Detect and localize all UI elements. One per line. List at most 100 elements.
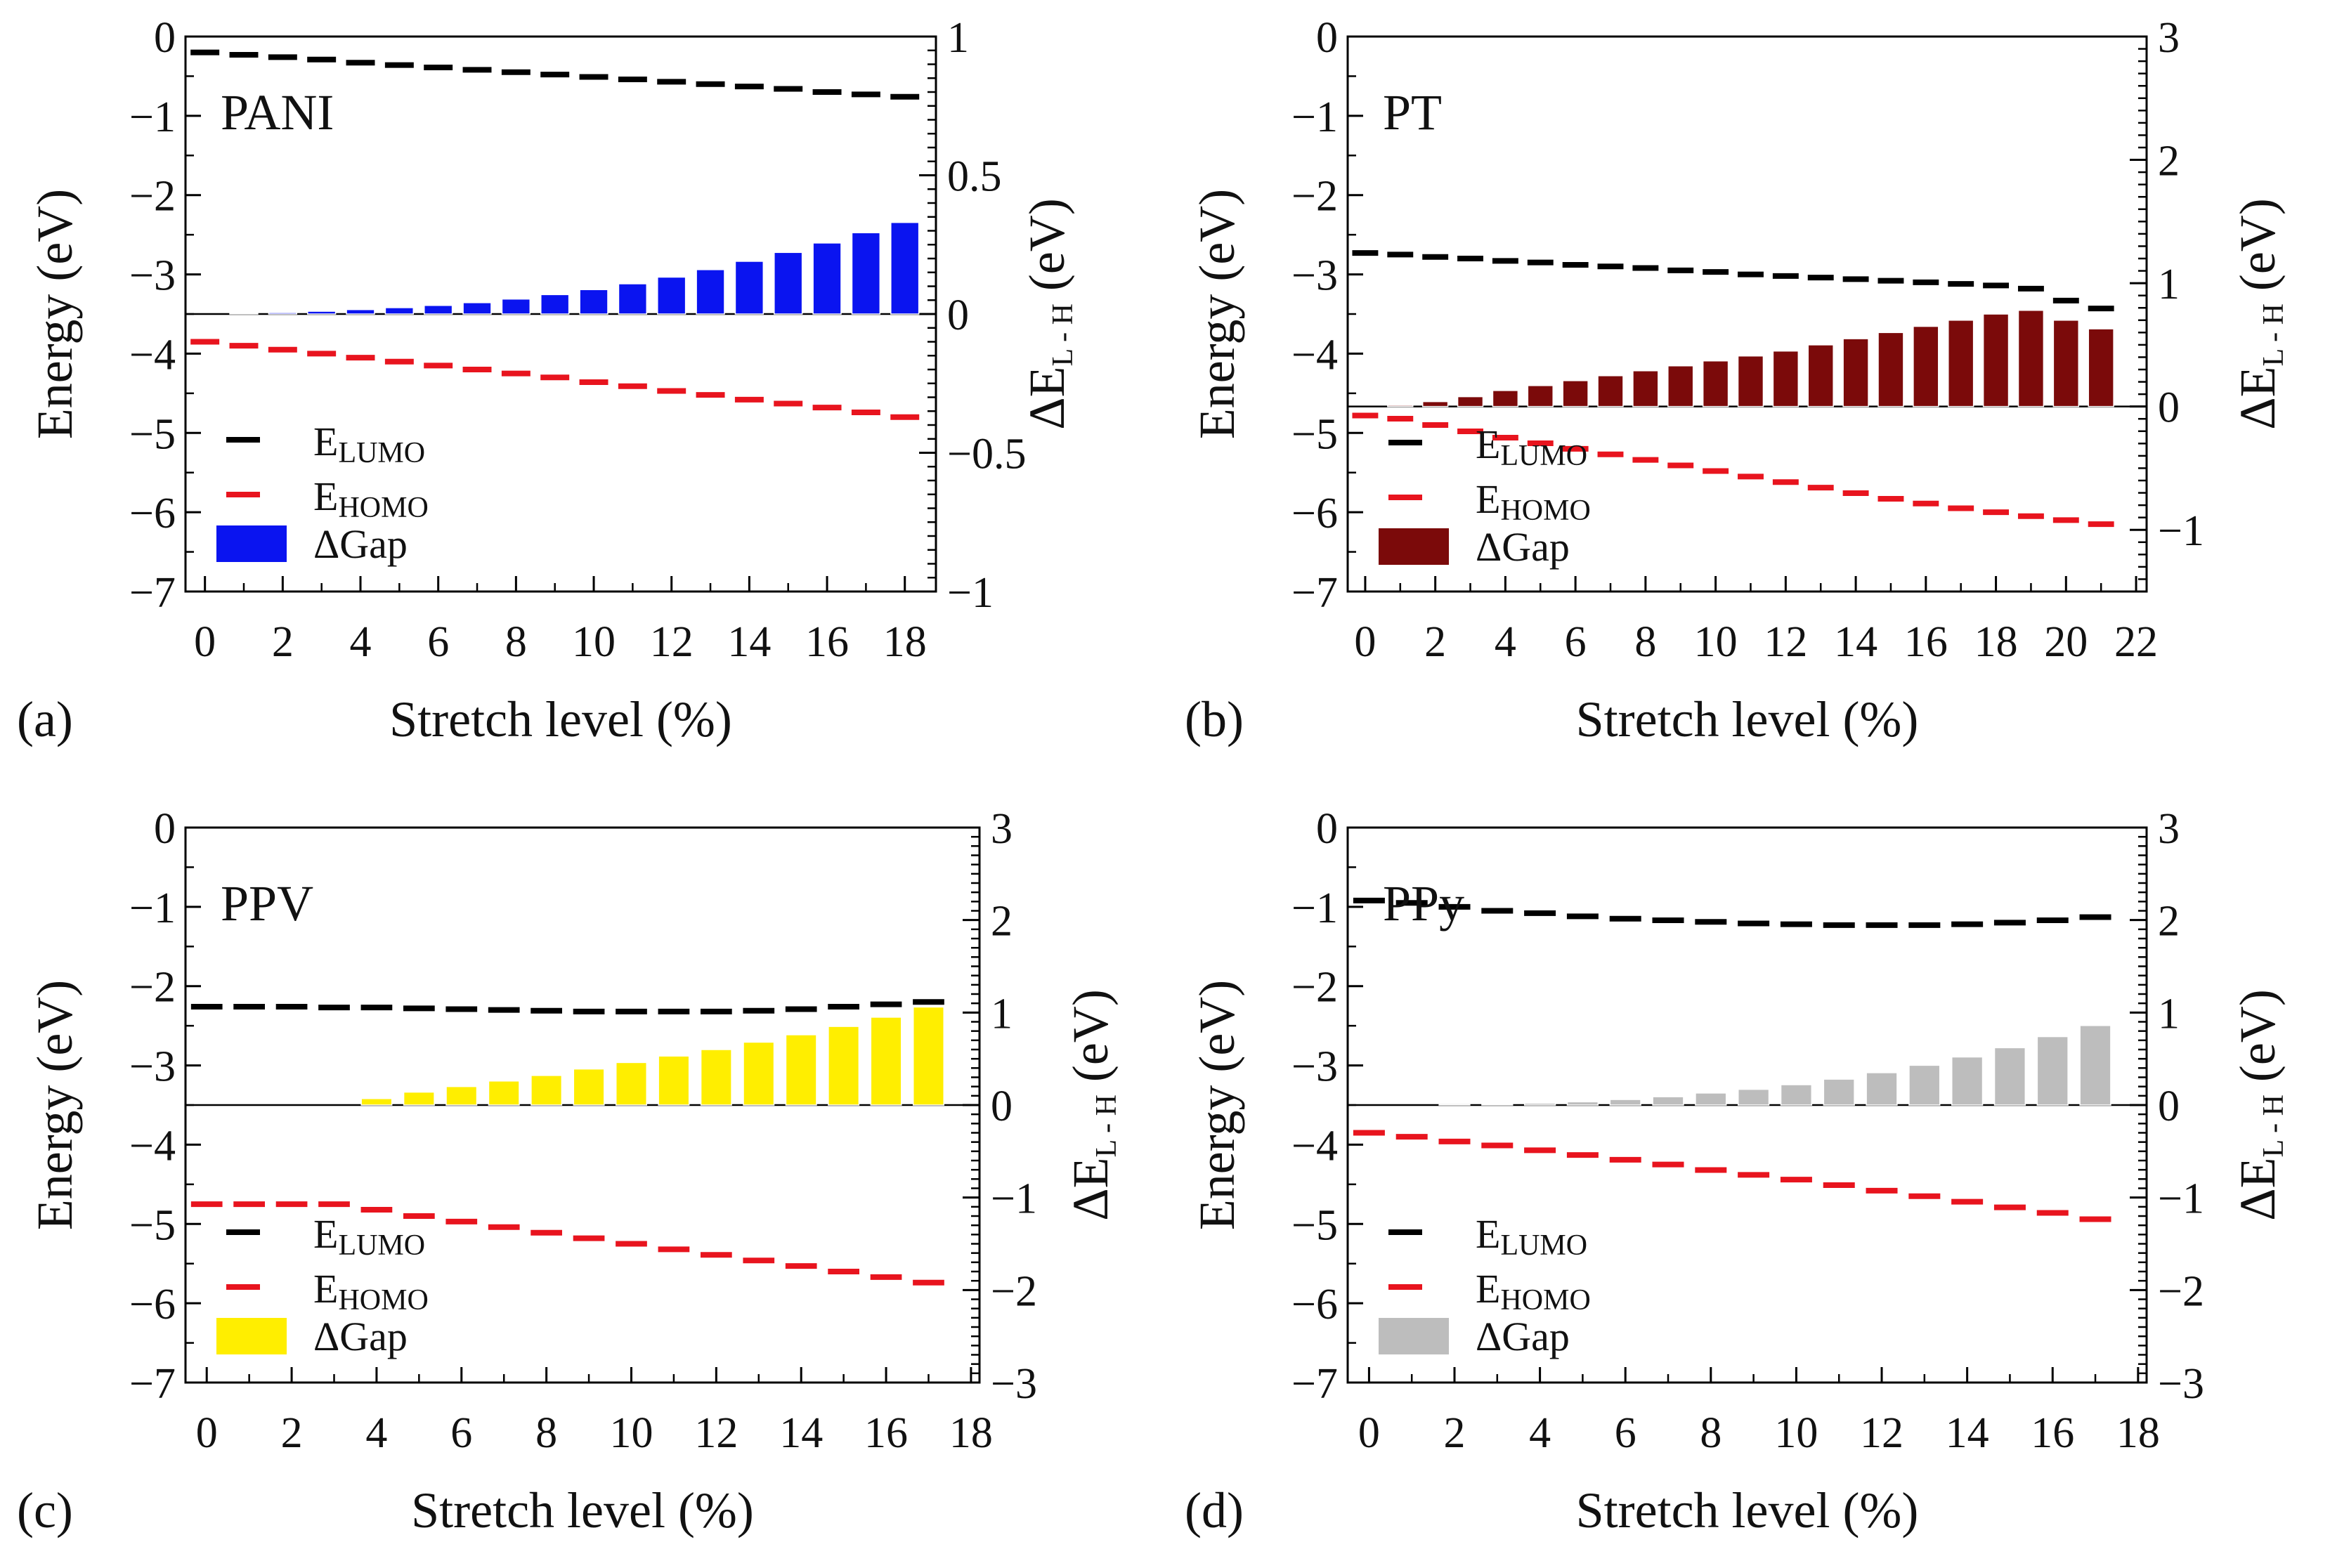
- gap-bar: [785, 1034, 817, 1106]
- y2-tick-label: 2: [2158, 898, 2180, 946]
- legend-gap-swatch: [1379, 528, 1449, 565]
- x-tick-label: 2: [1424, 618, 1446, 666]
- x-tick-label: 0: [196, 1409, 218, 1457]
- x-tick-label: 2: [281, 1409, 303, 1457]
- gap-bar: [1913, 325, 1939, 407]
- x-tick-label: 18: [1974, 618, 2018, 666]
- x-tick-label: 10: [572, 618, 616, 666]
- gap-bar: [2079, 1025, 2111, 1106]
- y2-tick-label: 3: [991, 805, 1013, 853]
- x-axis-title: Stretch level (%): [1576, 691, 1919, 747]
- x-tick-label: 18: [883, 618, 927, 666]
- gap-bar: [1780, 1084, 1813, 1106]
- legend-lumo-label: ELUMO: [313, 419, 425, 469]
- x-tick-label: 16: [805, 618, 849, 666]
- x-tick-label: 4: [365, 1409, 387, 1457]
- gap-bar: [1951, 1056, 1984, 1106]
- x-axis-title: Stretch level (%): [389, 691, 732, 747]
- gap-bar: [1993, 1047, 2026, 1106]
- gap-bar: [1527, 385, 1554, 407]
- y2-tick-label: 0: [2158, 384, 2180, 432]
- material-label: PANI: [221, 84, 334, 141]
- gap-bar: [828, 1026, 860, 1106]
- y-tick-label: −6: [1291, 490, 1338, 537]
- legend-homo-sub: HOMO: [1500, 1284, 1590, 1317]
- homo-series: [1352, 412, 2114, 528]
- y-tick-label: −4: [129, 331, 176, 379]
- y2-tick-label: −3: [991, 1360, 1037, 1408]
- y2-tick-label: −1: [947, 569, 994, 617]
- legend-lumo-sub: LUMO: [1500, 440, 1587, 472]
- y2-tick-label: 3: [2158, 805, 2180, 853]
- x-tick-label: 0: [1358, 1409, 1380, 1457]
- y-tick-label: −2: [1291, 173, 1338, 221]
- lumo-series: [190, 999, 944, 1014]
- y2-tick-label: 1: [947, 14, 969, 62]
- gap-bar: [1877, 332, 1904, 407]
- x-tick-label: 6: [1615, 1409, 1636, 1457]
- y-axis-title: Energy (eV): [27, 980, 83, 1231]
- y2-title-sub: L - H: [2258, 1095, 2290, 1157]
- gap-bar: [1908, 1064, 1941, 1106]
- gap-bar: [1842, 338, 1869, 407]
- legend-lumo-label: ELUMO: [313, 1211, 425, 1262]
- gap-bars: [1387, 309, 2114, 407]
- y-tick-label: −7: [129, 1360, 176, 1408]
- x-tick-label: 4: [1529, 1409, 1551, 1457]
- gap-bar: [1866, 1072, 1898, 1106]
- x-axis-title: Stretch level (%): [411, 1482, 754, 1538]
- legend-homo-sub: HOMO: [338, 492, 428, 524]
- gap-bar: [1823, 1078, 1855, 1106]
- gap-bar: [579, 289, 608, 315]
- gap-bar: [912, 1006, 944, 1106]
- y-tick-label: 0: [1316, 805, 1338, 853]
- lumo-series: [1353, 897, 2111, 928]
- y-tick-label: −7: [1291, 569, 1338, 617]
- gap-bar: [229, 313, 259, 315]
- legend-lumo-main: E: [1476, 422, 1500, 467]
- gap-bar: [540, 294, 570, 315]
- y-tick-label: −5: [1291, 410, 1338, 458]
- gap-bar: [462, 302, 492, 315]
- legend-lumo-sub: LUMO: [1500, 1229, 1587, 1262]
- x-axis-title: Stretch level (%): [1576, 1482, 1919, 1538]
- x-tick-label: 22: [2114, 618, 2158, 666]
- gap-bar: [1597, 375, 1624, 407]
- gap-bar: [384, 307, 415, 315]
- legend-homo-main: E: [1476, 1266, 1500, 1312]
- y2-tick-label: 2: [991, 898, 1013, 946]
- gap-bar: [488, 1080, 520, 1106]
- y2-tick-label: 3: [2158, 14, 2180, 62]
- gap-bar: [618, 283, 648, 315]
- gap-bar: [2036, 1035, 2069, 1106]
- y2-tick-label: −1: [2158, 507, 2204, 555]
- gap-bar: [2017, 309, 2045, 407]
- y2-title-main: ΔE: [2230, 1158, 2286, 1221]
- x-tick-label: 14: [1946, 1409, 1989, 1457]
- legend-gap-label: ΔGap: [313, 1314, 408, 1359]
- panel-tag: (a): [17, 691, 73, 747]
- gap-bar: [1947, 320, 1974, 407]
- gap-bar: [1481, 1103, 1514, 1106]
- legend-lumo-label: ELUMO: [1476, 1211, 1587, 1262]
- x-tick-label: 6: [1565, 618, 1587, 666]
- gap-bar: [307, 311, 337, 315]
- y2-tick-label: 1: [991, 990, 1013, 1038]
- gap-bar: [774, 251, 803, 315]
- y2-tick-label: −0.5: [947, 431, 1026, 478]
- gap-bar: [1737, 1088, 1770, 1106]
- x-tick-label: 2: [272, 618, 294, 666]
- y-tick-label: −6: [129, 1281, 176, 1328]
- gap-bar: [1652, 1096, 1684, 1106]
- gap-bar: [657, 276, 686, 315]
- gap-bar: [403, 1091, 435, 1106]
- x-tick-label: 14: [779, 1409, 823, 1457]
- gap-bar: [346, 308, 375, 315]
- y-tick-label: −6: [129, 490, 176, 537]
- material-label: PPy: [1383, 875, 1464, 932]
- x-tick-label: 8: [535, 1409, 557, 1457]
